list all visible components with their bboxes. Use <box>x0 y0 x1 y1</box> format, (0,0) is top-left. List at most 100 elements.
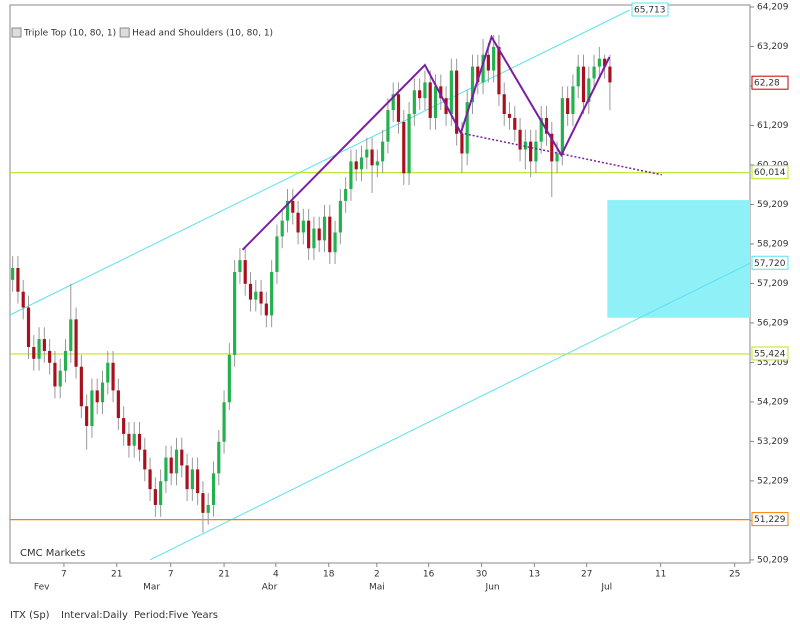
y-tick-label: 56,209 <box>757 318 789 328</box>
candle-body <box>470 66 475 103</box>
candle-body <box>174 449 179 474</box>
candle-body <box>481 54 485 83</box>
candle-body <box>238 260 242 272</box>
candle-body <box>270 271 274 316</box>
candle-body <box>291 200 295 213</box>
candle-body <box>280 220 284 237</box>
candle-body <box>90 390 94 426</box>
x-tick-label: 27 <box>581 570 592 580</box>
candle-body <box>581 66 586 103</box>
month-label: Abr <box>262 583 278 593</box>
candle-body <box>344 189 348 201</box>
candle-body <box>597 58 601 67</box>
candle-body <box>11 268 15 280</box>
candle-body <box>428 82 432 118</box>
channel-label: 57,720 <box>754 259 786 269</box>
candle-body <box>460 133 464 154</box>
candle-body <box>111 362 115 391</box>
candle-body <box>159 481 163 505</box>
x-tick-label: 7 <box>61 570 67 580</box>
candle-body <box>560 98 564 154</box>
candle-body <box>433 86 438 118</box>
channel-line <box>9 9 630 316</box>
source: CMC Markets <box>20 548 85 559</box>
candle-body <box>106 362 110 383</box>
candle-body <box>534 141 538 162</box>
candle-body <box>285 200 290 221</box>
candle-body <box>566 98 570 114</box>
candle-body <box>307 220 311 249</box>
x-tick-label: 11 <box>655 570 666 580</box>
channel-label: 65,713 <box>634 6 666 16</box>
pattern-line <box>241 34 611 251</box>
candle-body <box>396 94 401 122</box>
candle-body <box>122 418 126 434</box>
candle-body <box>402 121 406 174</box>
level-label: 55,424 <box>754 349 786 359</box>
candle-body <box>418 90 422 99</box>
channel-line <box>149 262 751 561</box>
zone <box>607 200 750 318</box>
candle-body <box>386 110 390 142</box>
candle-body <box>201 493 205 513</box>
candle-body <box>354 161 358 170</box>
candle-body <box>375 161 379 166</box>
candle-body <box>211 473 216 505</box>
candle-body <box>164 457 168 482</box>
candle-body <box>317 228 321 241</box>
y-tick-label: 55,209 <box>757 358 789 368</box>
candle-body <box>555 153 559 162</box>
level-label-box <box>751 165 789 180</box>
x-tick-label: 25 <box>729 570 740 580</box>
level-label-box <box>751 512 789 527</box>
candle-body <box>190 469 194 490</box>
footer-period: Period:Five Years <box>134 610 218 621</box>
candle-body <box>227 354 231 403</box>
candle-body <box>529 141 533 162</box>
channel-label-box <box>751 255 789 270</box>
candle-body <box>196 469 200 494</box>
candle-body <box>21 291 25 308</box>
candle-body <box>455 70 459 134</box>
candle-body <box>16 268 20 292</box>
candle-body <box>518 129 522 150</box>
candle-body <box>608 66 612 83</box>
y-tick-label: 59,209 <box>757 200 789 210</box>
y-tick-label: 50,209 <box>757 555 789 565</box>
footer-interval: Interval:Daily <box>61 610 128 621</box>
candle-body <box>206 504 210 513</box>
candle-body <box>169 457 173 474</box>
candle-body <box>349 161 353 190</box>
candle-body <box>26 307 31 347</box>
candle-body <box>79 366 83 407</box>
candle-body <box>53 362 57 387</box>
candle-body <box>312 228 316 249</box>
y-tick-label: 63,209 <box>757 42 789 52</box>
candle-body <box>100 382 105 403</box>
candle-body <box>539 117 543 142</box>
candle-body <box>333 232 337 253</box>
footer-symbol: ITX (Sp) <box>10 610 50 621</box>
candle-body <box>486 54 490 71</box>
candle-body <box>42 339 46 351</box>
candle-body <box>58 370 62 387</box>
x-tick-label: 18 <box>323 570 335 580</box>
level-label: 51,229 <box>754 515 786 525</box>
candle-body <box>465 102 469 154</box>
candle-body <box>328 216 332 253</box>
last-price-label: 62,28 <box>754 79 780 89</box>
month-label: Fev <box>34 583 50 593</box>
candle-body <box>381 141 385 162</box>
y-tick-label: 57,209 <box>757 279 789 289</box>
candle-body <box>116 390 120 419</box>
candle-body <box>259 291 263 304</box>
candle-body <box>587 78 591 103</box>
candle-body <box>275 236 279 272</box>
candle-body <box>439 86 443 99</box>
candle-body <box>137 433 142 450</box>
last-price-box <box>751 75 789 90</box>
candle-body <box>69 319 73 351</box>
y-tick-label: 61,209 <box>757 121 789 131</box>
